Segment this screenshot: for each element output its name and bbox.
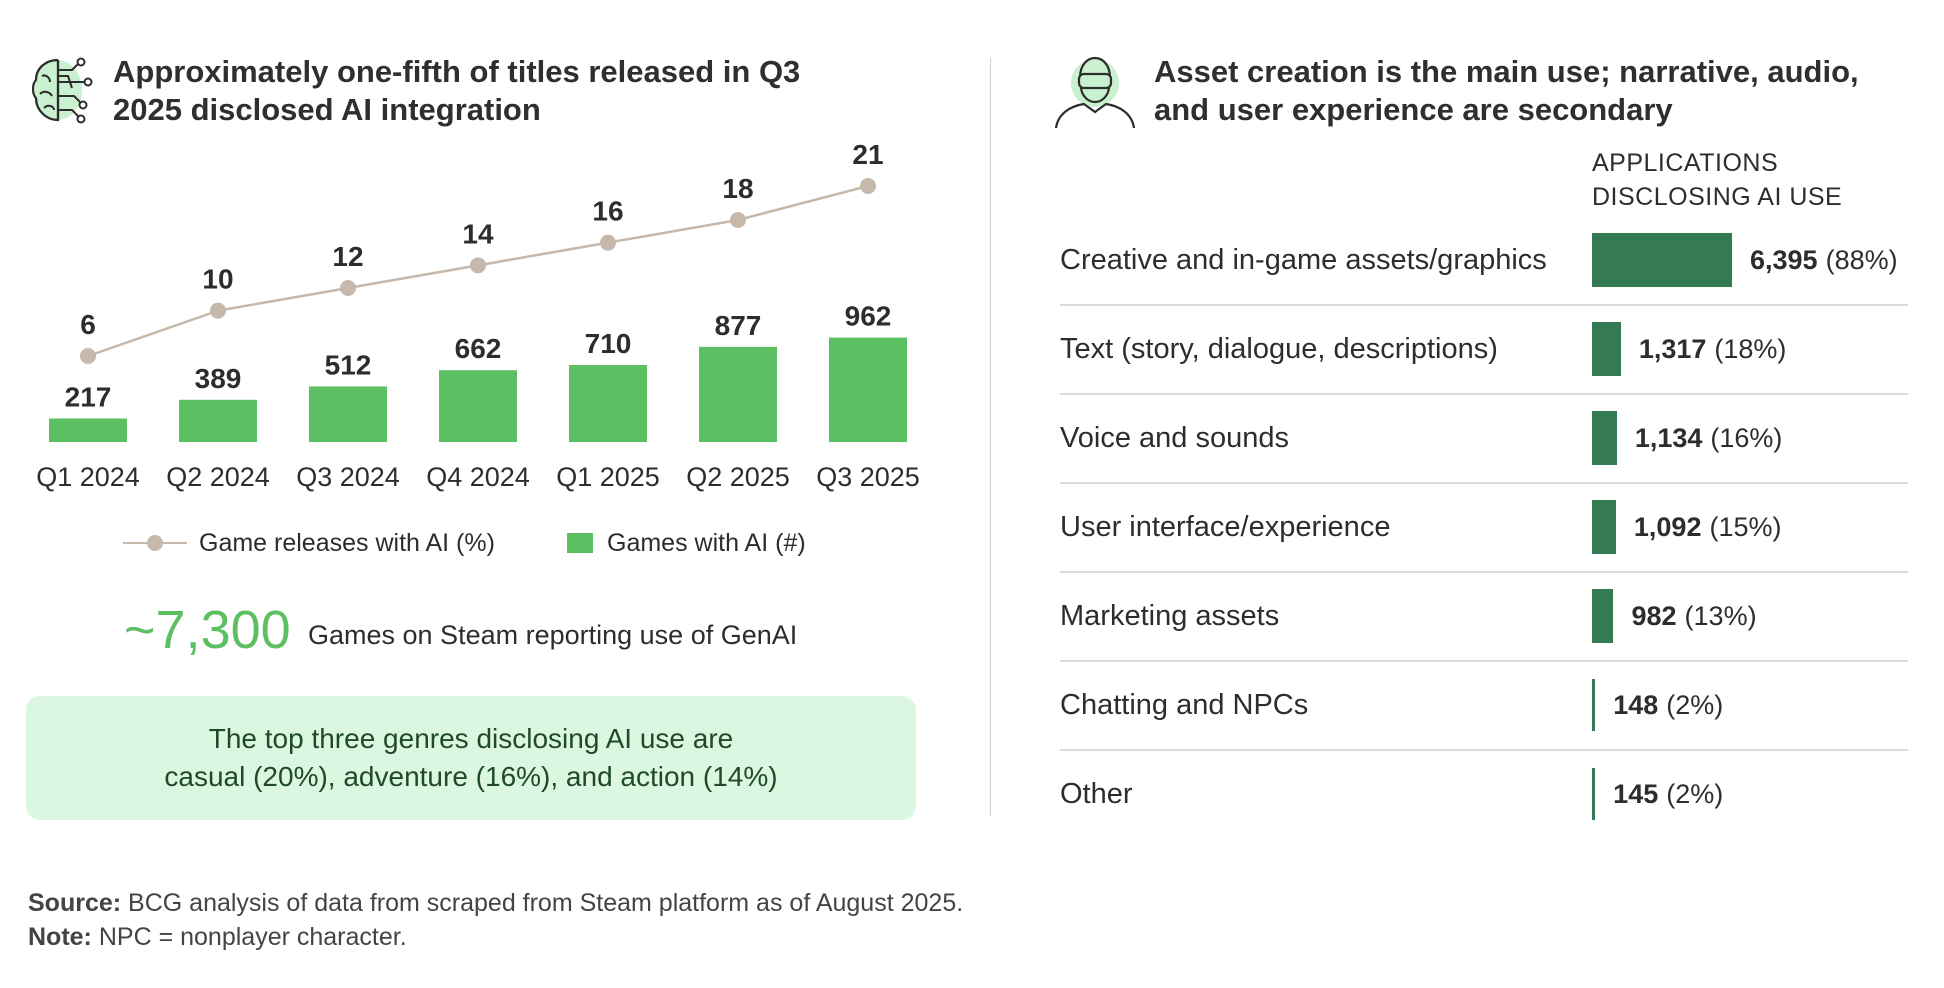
application-row: Text (story, dialogue, descriptions) 1,31… (1060, 305, 1908, 393)
note-line: Note: NPC = nonplayer character. (28, 920, 963, 954)
application-row: Voice and sounds 1,134 (16%) (1060, 394, 1908, 482)
x-tick-label: Q1 2024 (36, 462, 140, 492)
application-value: 1,092 (15%) (1633, 511, 1782, 542)
combo-chart: 217 Q1 2024 389 Q2 2024 512 Q3 2024 662 Q4 2024… (36, 139, 920, 492)
row-separator (1060, 304, 1908, 306)
application-bar (1592, 500, 1616, 554)
panel-divider (990, 58, 991, 816)
legend-bar-swatch (567, 533, 593, 553)
line-point (340, 280, 356, 296)
bar-value-label: 512 (325, 349, 372, 380)
application-value: 6,395 (88%) (1750, 244, 1898, 275)
x-tick-label: Q2 2025 (686, 462, 790, 492)
line-value-label: 10 (202, 264, 233, 295)
legend-item-bar: Games with AI (#) (567, 525, 806, 561)
row-separator (1060, 393, 1908, 395)
applications-header-line-2: DISCLOSING AI USE (1592, 183, 1843, 211)
row-separator (1060, 749, 1908, 751)
row-separator (1060, 571, 1908, 573)
genre-line-2: casual (20%), adventure (16%), and actio… (164, 761, 778, 792)
line-point (600, 234, 616, 251)
application-bar (1592, 233, 1732, 287)
application-row: User interface/experience 1,092 (15%) (1060, 483, 1908, 571)
source-text: BCG analysis of data from scraped from S… (128, 889, 964, 917)
application-value: 1,317 (18%) (1638, 333, 1787, 364)
bar-q4-2024 (439, 370, 517, 442)
stat-value: ~7,300 (124, 600, 291, 660)
x-tick-label: Q1 2025 (556, 462, 660, 492)
application-label: Other (1060, 777, 1133, 810)
application-bar (1592, 411, 1617, 465)
genre-line-1: The top three genres disclosing AI use a… (208, 723, 734, 754)
legend-bar-label: Games with AI (#) (607, 528, 806, 557)
line-value-label: 16 (592, 196, 623, 227)
note-text: NPC = nonplayer character. (98, 923, 407, 951)
right-panel-title: Asset creation is the main use; narrativ… (1154, 54, 1859, 127)
legend-line-swatch (123, 533, 187, 553)
bar-q3-2025 (829, 337, 907, 442)
application-bar (1592, 589, 1614, 643)
bar-q2-2025 (699, 346, 777, 442)
genre-highlight-box: The top three genres disclosing AI use a… (26, 696, 916, 820)
line-value-label: 12 (332, 241, 363, 272)
left-panel-title: Approximately one-fifth of titles releas… (113, 54, 801, 127)
x-tick-label: Q4 2024 (426, 462, 530, 492)
line-point (470, 257, 486, 274)
line-value-label: 21 (852, 139, 883, 170)
bar-q1-2024 (49, 418, 127, 442)
line-value-label: 14 (462, 218, 494, 249)
application-value: 982 (13%) (1631, 600, 1757, 631)
application-label: Creative and in-game assets/graphics (1060, 243, 1547, 276)
bar-value-label: 662 (455, 333, 502, 364)
line-point (80, 348, 96, 364)
x-tick-label: Q3 2025 (816, 462, 920, 492)
source-label: Source: (28, 889, 122, 917)
legend-line-label: Game releases with AI (%) (199, 528, 495, 557)
application-label: Chatting and NPCs (1060, 688, 1309, 721)
bar-value-label: 389 (195, 363, 242, 394)
application-bar (1592, 768, 1596, 820)
source-line: Source: BCG analysis of data from scrape… (28, 886, 963, 920)
bar-value-label: 217 (65, 381, 112, 412)
stat-text: Games on Steam reporting use of GenAI (308, 620, 798, 650)
application-value: 1,134 (16%) (1634, 422, 1783, 453)
application-row: Other 145 (2%) (1060, 750, 1908, 838)
bar-q3-2024 (309, 386, 387, 442)
row-separator (1060, 660, 1908, 662)
x-tick-label: Q3 2024 (296, 462, 400, 492)
brain-circuit-icon (28, 50, 98, 128)
application-row: Creative and in-game assets/graphics 6,39… (1060, 216, 1908, 304)
applications-header: APPLICATIONS DISCLOSING AI USE (1592, 146, 1842, 214)
application-row: Chatting and NPCs 148 (2%) (1060, 661, 1908, 749)
line-point (210, 302, 226, 319)
bar-q2-2024 (179, 399, 257, 442)
footer: Source: BCG analysis of data from scrape… (28, 886, 963, 954)
application-value: 145 (2%) (1613, 778, 1724, 809)
row-separator (1060, 482, 1908, 484)
application-bar (1592, 322, 1621, 376)
application-label: User interface/experience (1060, 510, 1391, 543)
application-value: 148 (2%) (1613, 689, 1724, 720)
line-value-label: 6 (80, 309, 96, 340)
line-value-label: 18 (722, 173, 753, 204)
application-label: Voice and sounds (1060, 421, 1289, 454)
application-label: Marketing assets (1060, 599, 1280, 632)
bar-value-label: 877 (715, 310, 762, 341)
bar-value-label: 962 (845, 301, 892, 332)
application-row: Marketing assets 982 (13%) (1060, 572, 1908, 660)
vr-headset-person-icon (1050, 50, 1140, 130)
legend-item-line: Game releases with AI (%) (123, 525, 495, 561)
applications-header-line-1: APPLICATIONS (1592, 149, 1779, 177)
bar-q1-2025 (569, 364, 647, 442)
line-point (860, 178, 876, 194)
x-tick-label: Q2 2024 (166, 462, 270, 492)
note-label: Note: (28, 923, 92, 951)
bar-value-label: 710 (585, 328, 632, 359)
application-label: Text (story, dialogue, descriptions) (1060, 332, 1498, 365)
application-bar (1592, 679, 1596, 731)
line-point (730, 212, 746, 228)
